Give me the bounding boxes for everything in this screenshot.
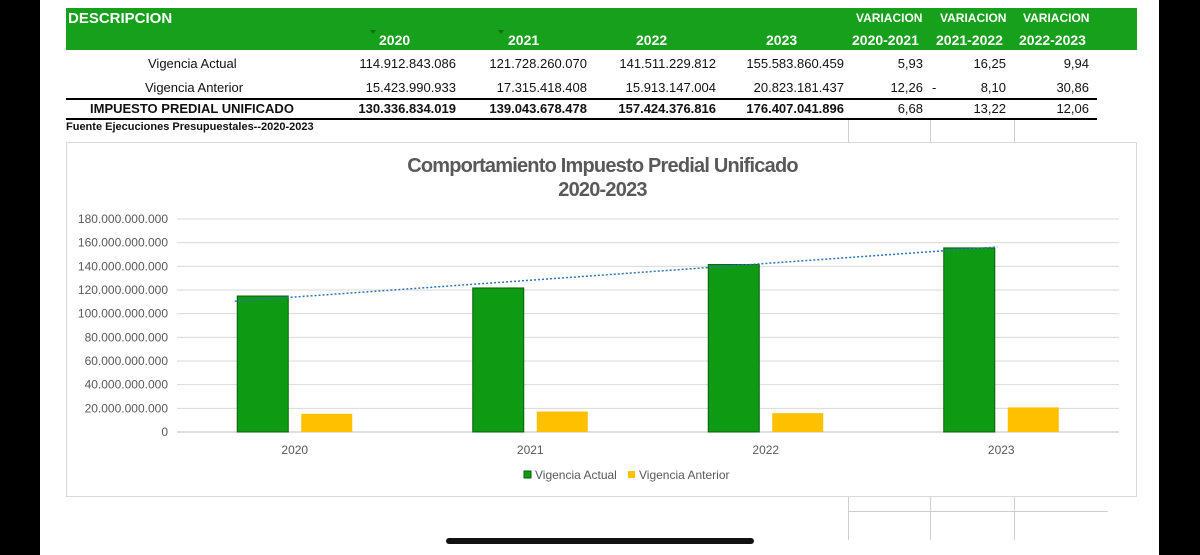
- source-note: Fuente Ejecuciones Presupuestales--2020-…: [66, 121, 314, 133]
- header-year-2021: 2021: [508, 32, 540, 48]
- row-value-2023: 176.407.041.896: [746, 101, 844, 116]
- header-variacion-1: VARIACION: [856, 11, 923, 25]
- row-value-2023: 155.583.860.459: [746, 56, 844, 71]
- header-year-2023: 2023: [766, 32, 798, 48]
- row-variation-1: 12,26: [890, 80, 923, 95]
- x-tick-label: 2022: [752, 443, 779, 457]
- row-label: Vigencia Anterior: [145, 80, 244, 95]
- bar-vigencia-actual: [236, 295, 289, 433]
- header-descripcion: DESCRIPCION: [68, 10, 173, 27]
- row-value-2023: 20.823.181.437: [753, 80, 844, 95]
- total-top-rule: [66, 98, 1097, 100]
- bar-vigencia-actual: [472, 287, 525, 433]
- bar-vigencia-anterior: [301, 413, 353, 432]
- y-tick-label: 60.000.000.000: [85, 354, 169, 368]
- bar-vigencia-actual: [707, 264, 760, 433]
- row-value-2021: 121.728.260.070: [489, 56, 587, 71]
- row-variation-2: 16,25: [973, 56, 1006, 71]
- trendline: [234, 246, 998, 303]
- row-value-2022: 15.913.147.004: [625, 80, 716, 95]
- header-year-2020: 2020: [379, 32, 411, 48]
- y-tick-label: 80.000.000.000: [85, 330, 169, 344]
- y-tick-label: 40.000.000.000: [85, 378, 169, 392]
- row-value-2020: 130.336.834.019: [358, 101, 456, 116]
- y-tick-label: 180.000.000.000: [78, 212, 168, 226]
- table-header: DESCRIPCION 2020 2021 2022 2023 VARIACIO…: [66, 8, 1137, 50]
- row-label: IMPUESTO PREDIAL UNIFICADO: [90, 101, 294, 116]
- row-variation-3: 9,94: [1063, 56, 1089, 71]
- comment-marker: [370, 30, 376, 34]
- bar-vigencia-anterior: [772, 413, 824, 432]
- header-year-2022: 2022: [636, 32, 668, 48]
- legend-swatch: [523, 470, 532, 479]
- y-tick-label: 140.000.000.000: [78, 259, 168, 273]
- x-tick-label: 2020: [281, 443, 308, 457]
- y-tick-label: 100.000.000.000: [78, 307, 168, 321]
- spreadsheet-view: DESCRIPCION 2020 2021 2022 2023 VARIACIO…: [40, 0, 1159, 555]
- y-tick-label: 0: [161, 425, 168, 439]
- y-tick-label: 20.000.000.000: [85, 401, 169, 415]
- legend-label: Vigencia Actual: [535, 468, 617, 482]
- y-tick-label: 160.000.000.000: [78, 236, 168, 250]
- row-variation-1: 6,68: [897, 101, 923, 116]
- comment-marker: [498, 30, 504, 34]
- header-variacion-3: VARIACION: [1023, 11, 1090, 25]
- row-variation-1: 5,93: [897, 56, 923, 71]
- bar-vigencia-anterior: [536, 411, 588, 432]
- x-tick-label: 2023: [988, 443, 1015, 457]
- bar-chart[interactable]: Comportamiento Impuesto Predial Unificad…: [66, 142, 1137, 497]
- legend-label: Vigencia Anterior: [639, 468, 730, 482]
- bar-vigencia-actual: [943, 247, 996, 433]
- row-value-2022: 141.511.229.812: [619, 56, 716, 71]
- header-period-2022-2023: 2022-2023: [1019, 32, 1086, 48]
- cell-gridline: [848, 511, 1108, 512]
- row-variation-2: 13,22: [973, 101, 1006, 116]
- header-period-2020-2021: 2020-2021: [852, 32, 919, 48]
- total-bottom-rule: [66, 118, 1097, 120]
- header-period-2021-2022: 2021-2022: [936, 32, 1003, 48]
- row-variation-3: 30,86: [1056, 80, 1089, 95]
- legend-swatch: [628, 471, 635, 478]
- row-variation-dash: -: [932, 80, 937, 95]
- home-indicator: [446, 538, 754, 544]
- row-value-2020: 114.912.843.086: [359, 56, 456, 71]
- row-value-2020: 15.423.990.933: [365, 80, 456, 95]
- header-variacion-2: VARIACION: [940, 11, 1007, 25]
- chart-title: Comportamiento Impuesto Predial Unificad…: [407, 155, 798, 177]
- row-variation-2: 8,10: [980, 80, 1006, 95]
- row-value-2022: 157.424.376.816: [618, 101, 716, 116]
- row-variation-3: 12,06: [1056, 101, 1089, 116]
- bar-vigencia-anterior: [1007, 407, 1059, 432]
- row-label: Vigencia Actual: [148, 56, 237, 71]
- chart-plot: 0 20.000.000.000 40.000.000.000 60.000.000.…: [78, 212, 1119, 482]
- chart-subtitle: 2020-2023: [558, 179, 647, 201]
- row-value-2021: 139.043.678.478: [489, 101, 587, 116]
- y-tick-label: 120.000.000.000: [78, 283, 168, 297]
- row-value-2021: 17.315.418.408: [496, 80, 587, 95]
- x-tick-label: 2021: [517, 443, 544, 457]
